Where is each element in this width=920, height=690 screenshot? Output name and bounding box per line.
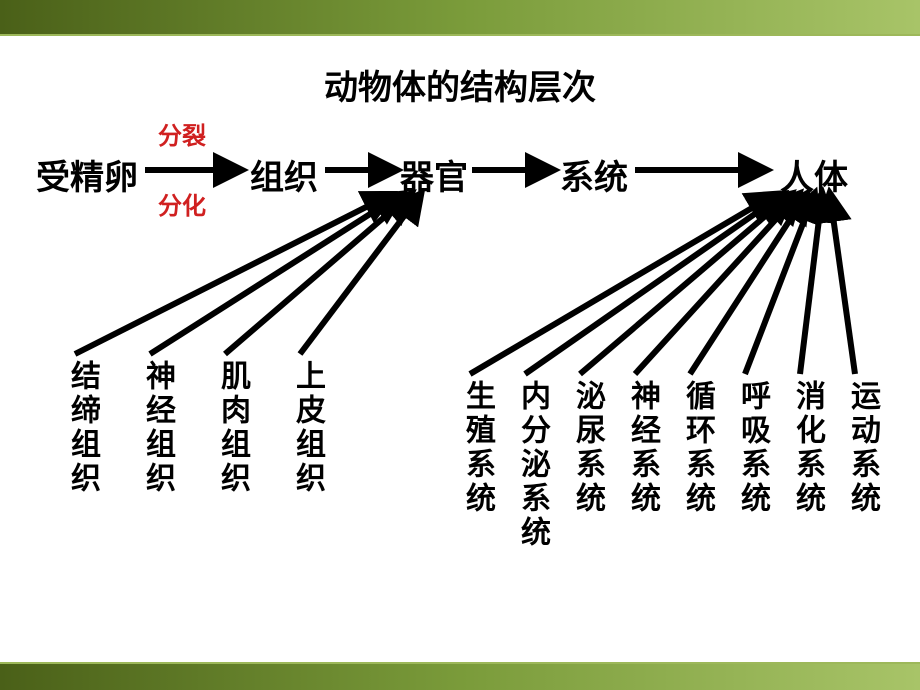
anno-split: 分裂 xyxy=(158,116,206,151)
diagram-title: 动物体的结构层次 xyxy=(0,60,920,109)
system-locomotor: 运动系统 xyxy=(840,380,884,516)
system-endocrine: 内分泌系统 xyxy=(510,380,554,550)
top-decor-band xyxy=(0,0,920,36)
system-nervous: 神经系统 xyxy=(620,380,664,516)
system-respiratory: 呼吸系统 xyxy=(730,380,774,516)
anno-differentiate: 分化 xyxy=(158,186,206,221)
tissue-nervous: 神经组织 xyxy=(135,360,179,496)
system-reproductive: 生殖系统 xyxy=(455,380,499,516)
tissue-connective: 结缔组织 xyxy=(60,360,104,496)
tissue-epithelial: 上皮组织 xyxy=(285,360,329,496)
node-tissue: 组织 xyxy=(250,150,318,199)
system-digestive: 消化系统 xyxy=(785,380,829,516)
bottom-decor-band xyxy=(0,662,920,690)
tissue-muscle: 肌肉组织 xyxy=(210,360,254,496)
node-body: 人体 xyxy=(780,150,848,199)
node-fertilized-egg: 受精卵 xyxy=(36,150,138,199)
system-urinary: 泌尿系统 xyxy=(565,380,609,516)
node-organ: 器官 xyxy=(400,150,468,199)
system-circulatory: 循环系统 xyxy=(675,380,719,516)
node-system: 系统 xyxy=(560,150,628,199)
